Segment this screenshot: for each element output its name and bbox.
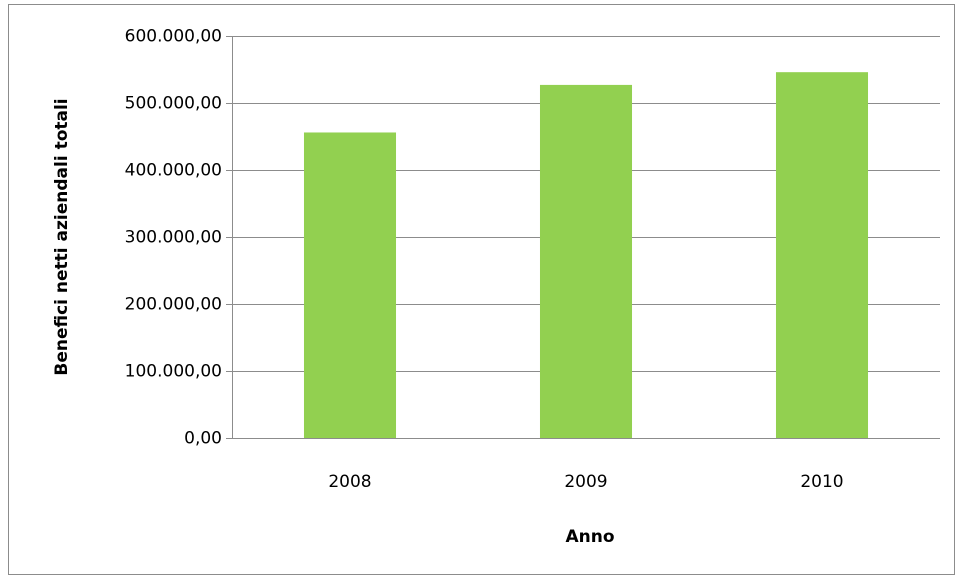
bar [775,72,869,439]
y-tick-label: 400.000,00 [125,161,222,181]
bar [539,84,633,438]
y-tick-label: 600.000,00 [125,27,222,47]
y-axis-title: Benefici netti aziendali totali [52,98,72,375]
y-tick-label: 300.000,00 [125,228,222,248]
y-tick-label: 0,00 [184,429,222,449]
y-tick-label: 100.000,00 [125,362,222,382]
y-tick-label: 500.000,00 [125,94,222,114]
x-tick-label: 2009 [564,472,607,492]
x-tick-label: 2008 [328,472,371,492]
y-tick-label: 200.000,00 [125,295,222,315]
bar [303,132,397,439]
x-tick-label: 2010 [800,472,843,492]
x-axis-title: Anno [565,527,614,547]
